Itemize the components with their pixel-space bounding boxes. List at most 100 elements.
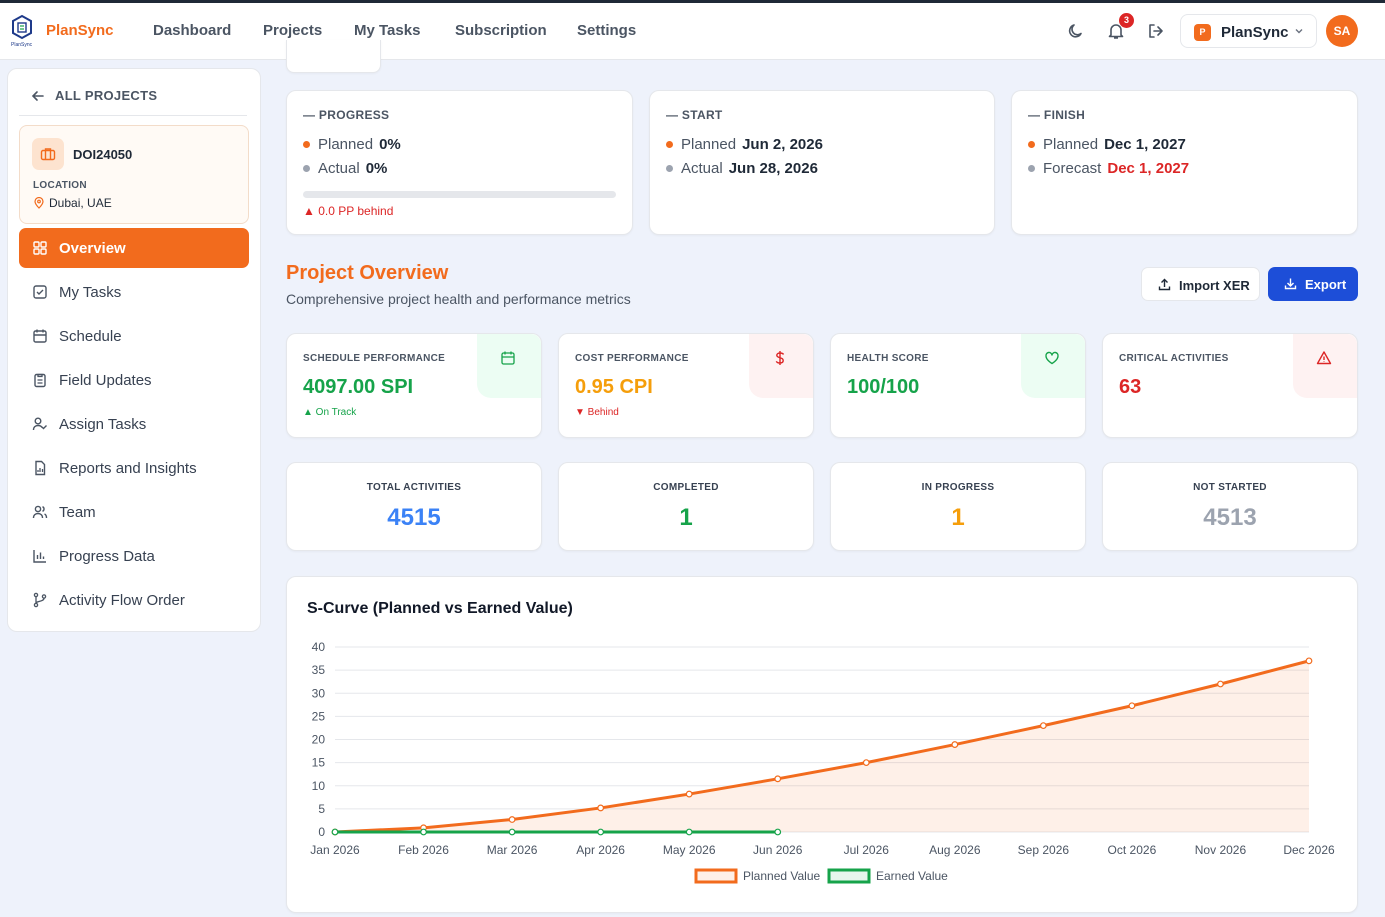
- logout-icon[interactable]: [1146, 21, 1166, 41]
- finish-forecast-value: Dec 1, 2027: [1107, 160, 1190, 177]
- start-planned-row: Planned Jun 2, 2026: [666, 136, 823, 153]
- brand-name[interactable]: PlanSync: [46, 22, 114, 39]
- progress-card: — PROGRESS Planned 0% Actual 0% ▲ 0.0 PP b…: [286, 90, 633, 235]
- finish-card-title: — FINISH: [1028, 108, 1086, 122]
- planned-label: Planned: [681, 136, 737, 153]
- import-xer-button[interactable]: Import XER: [1141, 267, 1260, 301]
- sidebar-item-progress-data[interactable]: Progress Data: [19, 536, 249, 576]
- metric-icon-box: [749, 334, 813, 398]
- sidebar-item-label: Progress Data: [59, 548, 155, 565]
- finish-planned-row: Planned Dec 1, 2027: [1028, 136, 1186, 153]
- metric-value-critical: 63: [1119, 376, 1142, 398]
- notification-count-badge: 3: [1119, 13, 1134, 28]
- planned-dot: [303, 140, 310, 148]
- nav-subscription[interactable]: Subscription: [455, 22, 547, 39]
- actual-label: Actual: [318, 160, 360, 177]
- start-card: — START Planned Jun 2, 2026 Actual Jun 28,…: [649, 90, 995, 235]
- start-planned-value: Jun 2, 2026: [742, 136, 823, 153]
- project-icon-box: [32, 138, 64, 170]
- data-point: [951, 741, 959, 748]
- workspace-selector[interactable]: P PlanSync: [1180, 14, 1317, 48]
- forecast-label: Forecast: [1043, 160, 1102, 177]
- metric-card-health-score: HEALTH SCORE 100/100: [830, 333, 1086, 438]
- project-info-card: DOI24050 LOCATION Dubai, UAE: [19, 125, 249, 224]
- export-button[interactable]: Export: [1268, 267, 1358, 301]
- stat-card-in-progress: IN PROGRESS 1: [830, 462, 1086, 551]
- progress-actual-row: Actual 0%: [303, 160, 387, 177]
- map-pin-icon: [34, 197, 44, 209]
- x-tick-label: Nov 2026: [1195, 843, 1247, 857]
- y-tick-label: 10: [312, 779, 326, 793]
- data-point: [331, 828, 339, 836]
- metric-label: SCHEDULE PERFORMANCE: [303, 353, 446, 364]
- dark-mode-moon-icon[interactable]: [1066, 21, 1086, 41]
- data-point: [774, 828, 782, 836]
- planned-dot: [666, 140, 673, 148]
- sidebar-item-activity-flow-order[interactable]: Activity Flow Order: [19, 580, 249, 620]
- data-point: [1217, 680, 1224, 688]
- workspace-name: PlanSync: [1221, 24, 1289, 41]
- data-point: [862, 759, 870, 767]
- metric-value-health: 100/100: [847, 376, 920, 398]
- metric-label: HEALTH SCORE: [847, 353, 929, 364]
- planned-label: Planned: [1043, 136, 1099, 153]
- start-actual-row: Actual Jun 28, 2026: [666, 160, 818, 177]
- sidebar-item-team[interactable]: Team: [19, 492, 249, 532]
- download-icon: [1284, 278, 1297, 290]
- nav-my-tasks[interactable]: My Tasks: [354, 22, 421, 39]
- s-curve-chart-card: S-Curve (Planned vs Earned Value) 0 5 10 15…: [286, 576, 1358, 913]
- sidebar-item-reports-insights[interactable]: Reports and Insights: [19, 448, 249, 488]
- x-tick-label: Sep 2026: [1018, 843, 1070, 857]
- git-branch-icon: [33, 592, 47, 608]
- notification-bell-icon[interactable]: [1106, 21, 1126, 41]
- series-area-1: [335, 660, 1309, 832]
- grid-icon: [33, 241, 47, 255]
- calendar-icon: [501, 351, 515, 365]
- all-projects-label: ALL PROJECTS: [55, 88, 158, 103]
- series-line-1: [334, 659, 1310, 834]
- nav-projects[interactable]: Projects: [263, 22, 323, 39]
- project-location: Dubai, UAE: [49, 196, 112, 210]
- sidebar-item-schedule[interactable]: Schedule: [19, 316, 249, 356]
- progress-bar: [303, 191, 616, 198]
- metric-label: CRITICAL ACTIVITIES: [1119, 353, 1229, 364]
- progress-behind-text: ▲ 0.0 PP behind: [303, 204, 394, 218]
- workspace-initial: P: [1194, 24, 1211, 41]
- actual-dot: [303, 164, 310, 172]
- x-tick-label: Oct 2026: [1108, 843, 1157, 857]
- sidebar-item-label: Overview: [59, 240, 126, 257]
- x-tick-label: May 2026: [663, 843, 716, 857]
- top-navigation-bar: PlanSync PlanSync Dashboard Projects My …: [0, 3, 1385, 60]
- nav-settings[interactable]: Settings: [577, 22, 637, 39]
- stat-value-completed: 1: [679, 504, 693, 531]
- finish-forecast-row: Forecast Dec 1, 2027: [1028, 160, 1189, 177]
- logo-wordmark: PlanSync: [11, 42, 33, 48]
- y-tick-label: 35: [312, 663, 326, 677]
- stat-card-not-started: NOT STARTED 4513: [1102, 462, 1358, 551]
- user-avatar[interactable]: SA: [1326, 15, 1358, 47]
- x-tick-label: Jul 2026: [844, 843, 890, 857]
- sidebar-item-label: Schedule: [59, 328, 122, 345]
- scrolled-off-control[interactable]: [286, 40, 381, 73]
- plansync-logo-icon[interactable]: PlanSync: [10, 14, 34, 48]
- sidebar-item-assign-tasks[interactable]: Assign Tasks: [19, 404, 249, 444]
- data-point: [420, 828, 427, 836]
- nav-dashboard[interactable]: Dashboard: [153, 22, 232, 39]
- sidebar-item-field-updates[interactable]: Field Updates: [19, 360, 249, 400]
- start-card-title: — START: [666, 108, 723, 122]
- sidebar-item-overview[interactable]: Overview: [19, 228, 249, 268]
- metric-label: COST PERFORMANCE: [575, 353, 689, 364]
- stat-value-not-started: 4513: [1203, 504, 1257, 531]
- data-point: [1128, 702, 1136, 710]
- sidebar-item-my-tasks[interactable]: My Tasks: [19, 272, 249, 312]
- page-title: Project Overview: [286, 262, 449, 284]
- y-tick-label: 40: [312, 640, 326, 654]
- import-xer-label: Import XER: [1179, 278, 1250, 293]
- metric-value-spi: 4097.00 SPI: [303, 376, 414, 398]
- upload-icon: [1158, 278, 1171, 291]
- y-tick-label: 25: [312, 709, 326, 723]
- metric-card-cost-performance: COST PERFORMANCE 0.95 CPI ▼ Behind: [558, 333, 814, 438]
- sidebar-item-label: My Tasks: [59, 284, 122, 301]
- actual-dot: [666, 164, 673, 172]
- metric-icon-box: [477, 334, 541, 398]
